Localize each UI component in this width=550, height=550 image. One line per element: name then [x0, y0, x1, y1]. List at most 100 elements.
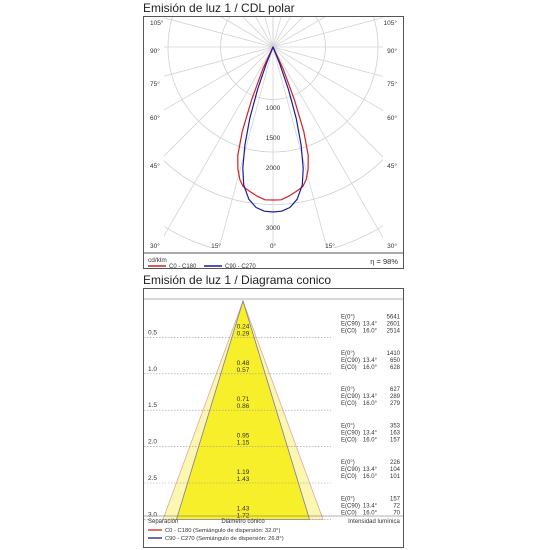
legend-label-c90: C90 - C270 — [225, 264, 256, 268]
polar-chart-panel: 1000 1500 2000 3000 105° 90° 75° 60° 45° 30° 105° 9… — [143, 16, 404, 269]
grid-spoke — [272, 46, 383, 239]
illuminance-angle: 16.0° — [363, 474, 378, 480]
illuminance-label: E(C0) — [341, 401, 357, 407]
cone-legend-label: C0 - C180 (Semiángulo de dispersión: 32.… — [165, 528, 280, 534]
separation-label: 0.5 — [148, 329, 157, 336]
illuminance-label: E(0°) — [341, 314, 355, 320]
radial-tick-label: 1500 — [266, 135, 281, 142]
angle-label-bottom: 15° — [211, 242, 221, 250]
illuminance-angle: 13.4° — [363, 321, 378, 327]
polar-grid — [164, 17, 383, 248]
angle-label-left: 75° — [150, 80, 160, 88]
illuminance-angle: 13.4° — [363, 358, 378, 364]
cone-diameter-c90: 0.48 — [237, 360, 250, 367]
radial-tick-label: 1000 — [266, 105, 281, 112]
angle-label-bottom: 0° — [270, 242, 277, 250]
illuminance-angle: 16.0° — [363, 438, 378, 444]
grid-spoke — [272, 46, 383, 111]
cone-legend-label: C90 - C270 (Semiángulo de dispersión: 26… — [165, 536, 284, 542]
illuminance-label: E(C0) — [341, 438, 357, 444]
illuminance-label: E(C90) — [341, 358, 360, 364]
cone-diameter-c0: 1.15 — [237, 440, 250, 447]
illuminance-label: E(C90) — [341, 503, 360, 509]
illuminance-label: E(0°) — [341, 424, 355, 430]
cone-diameter-c0: 0.86 — [237, 403, 250, 410]
grid-spoke — [164, 17, 274, 48]
angle-label-right: 45° — [387, 162, 397, 170]
separation-label: 2.5 — [148, 475, 157, 482]
illuminance-value: 353 — [390, 424, 401, 430]
illuminance-value: 70 — [393, 510, 400, 516]
illuminance-label: E(C90) — [341, 467, 360, 473]
cone-diameter-c0: 0.29 — [237, 330, 250, 337]
illuminance-angle: 16.0° — [363, 365, 378, 371]
cone-diameter-c0: 0.57 — [237, 367, 250, 374]
illuminance-value: 5641 — [387, 314, 401, 320]
illuminance-value: 2601 — [387, 321, 401, 327]
illuminance-value: 1410 — [387, 351, 401, 357]
grid-spoke — [220, 17, 274, 48]
illuminance-value: 157 — [390, 496, 401, 502]
illuminance-label: E(C90) — [341, 321, 360, 327]
footer-separation: Separación — [148, 519, 178, 525]
polar-chart: 1000 1500 2000 3000 105° 90° 75° 60° 45° 30° 105° 9… — [144, 17, 403, 268]
separation-label: 3.0 — [148, 511, 157, 518]
illuminance-value: 157 — [390, 438, 401, 444]
cone-diameter-c90: 1.19 — [237, 469, 250, 476]
illuminance-label: E(C90) — [341, 394, 360, 400]
illuminance-label: E(C0) — [341, 474, 357, 480]
grid-spoke — [218, 46, 274, 248]
illuminance-value: 289 — [390, 394, 401, 400]
illuminance-angle: 13.4° — [363, 394, 378, 400]
cone-diameter-c90: 1.43 — [237, 505, 250, 512]
legend-label-c0: C0 - C180 — [169, 264, 197, 268]
efficiency-label: η = 98% — [370, 257, 398, 266]
illuminance-value: 72 — [393, 503, 400, 509]
illuminance-angle: 13.4° — [363, 431, 378, 437]
cone-diameter-c0: 1.43 — [237, 476, 250, 483]
grid-spoke — [164, 46, 274, 111]
illuminance-label: E(0°) — [341, 496, 355, 502]
illuminance-label: E(C0) — [341, 365, 357, 371]
illuminance-value: 627 — [390, 387, 401, 393]
grid-spoke — [272, 46, 328, 248]
illuminance-value: 101 — [390, 474, 401, 480]
cone-chart-panel: 0.5 0.24 0.29 E(0°) 5641 E(C90) 13.4° 2601 E(C0)… — [143, 288, 404, 548]
illuminance-value: 279 — [390, 401, 401, 407]
angle-label-left: 60° — [150, 114, 160, 122]
illuminance-value: 650 — [390, 358, 401, 364]
angle-label-left: 30° — [150, 242, 160, 250]
illuminance-angle: 13.4° — [363, 503, 378, 509]
illuminance-value: 226 — [390, 460, 401, 466]
cone-diameter-c90: 0.95 — [237, 433, 250, 440]
separation-label: 1.0 — [148, 366, 157, 373]
illuminance-label: E(C0) — [341, 510, 357, 516]
illuminance-value: 104 — [390, 467, 401, 473]
illuminance-label: E(0°) — [341, 460, 355, 466]
cone-diameter-c90: 0.24 — [237, 323, 250, 330]
angle-label-right: 105° — [384, 19, 398, 27]
illuminance-angle: 16.0° — [363, 328, 378, 334]
angle-label-left: 90° — [150, 47, 160, 55]
illuminance-label: E(0°) — [341, 351, 355, 357]
cone-chart-title: Emisión de luz 1 / Diagrama conico — [143, 273, 332, 287]
angle-label-left: 105° — [150, 19, 164, 27]
illuminance-angle: 16.0° — [363, 401, 378, 407]
separation-label: 1.5 — [148, 402, 157, 409]
illuminance-value: 628 — [390, 365, 401, 371]
polar-series-1 — [242, 46, 304, 213]
illuminance-value: 163 — [390, 431, 401, 437]
illuminance-label: E(C90) — [341, 431, 360, 437]
illuminance-angle: 13.4° — [363, 467, 378, 473]
polar-chart-title: Emisión de luz 1 / CDL polar — [143, 1, 295, 15]
grid-spoke — [272, 17, 326, 48]
separation-label: 2.0 — [148, 439, 157, 446]
illuminance-value: 2514 — [387, 328, 401, 334]
footer-diameter: Diámetro cónico — [221, 519, 265, 525]
grid-spoke — [272, 17, 383, 48]
grid-spoke — [272, 46, 383, 158]
angle-label-right: 90° — [387, 47, 397, 55]
grid-spoke — [164, 46, 274, 237]
angle-label-right: 30° — [387, 242, 397, 250]
